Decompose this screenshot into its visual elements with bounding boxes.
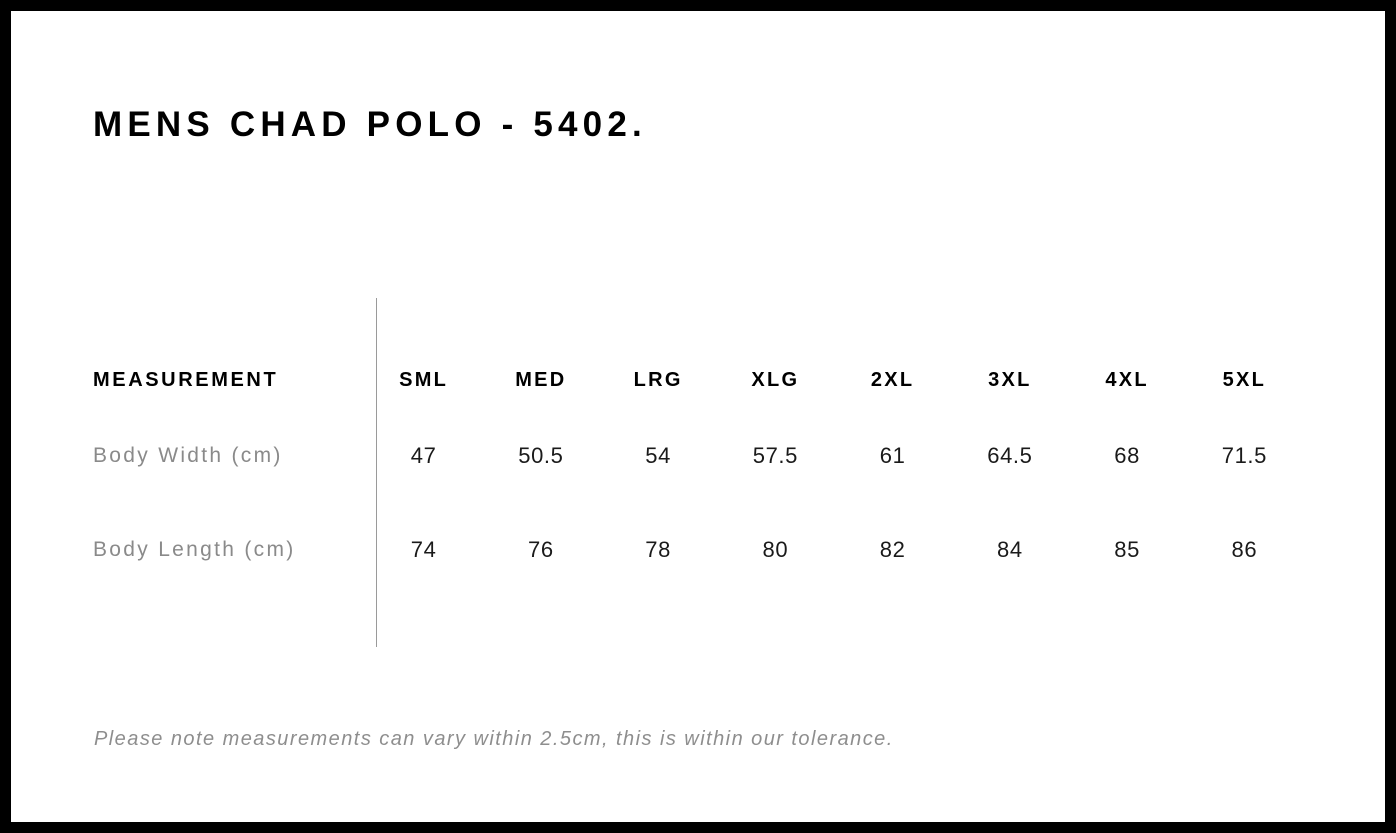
column-header-med: MED bbox=[515, 368, 567, 391]
cell-body-width-med: 50.5 bbox=[518, 443, 564, 468]
row-label-body-length: Body Length (cm) bbox=[93, 538, 296, 561]
column-header-2xl: 2XL bbox=[870, 368, 915, 391]
table-body: Body Width (cm) 47 50.5 54 57.5 61 64.5 … bbox=[93, 409, 1303, 597]
cell-body-width-xlg: 57.5 bbox=[752, 443, 798, 468]
cell-body-width-lrg: 54 bbox=[645, 443, 671, 468]
cell-body-length-sml: 74 bbox=[410, 537, 437, 562]
column-header-xlg: XLG bbox=[751, 368, 800, 391]
table-header-row: MEASUREMENT SML MED LRG XLG 2XL 3XL 4XL … bbox=[93, 351, 1303, 409]
column-header-lrg: LRG bbox=[633, 368, 683, 391]
column-header-4xl: 4XL bbox=[1105, 368, 1149, 391]
column-header-measurement: MEASUREMENT bbox=[93, 368, 279, 391]
column-header-3xl: 3XL bbox=[988, 368, 1032, 391]
cell-body-width-4xl: 68 bbox=[1114, 443, 1140, 468]
table-header: MEASUREMENT SML MED LRG XLG 2XL 3XL 4XL … bbox=[93, 351, 1303, 409]
column-header-5xl: 5XL bbox=[1222, 368, 1267, 391]
cell-body-length-3xl: 84 bbox=[997, 537, 1023, 562]
table-row: Body Width (cm) 47 50.5 54 57.5 61 64.5 … bbox=[93, 409, 1303, 503]
row-label-body-width: Body Width (cm) bbox=[93, 444, 283, 467]
table-row: Body Length (cm) 74 76 78 80 82 84 85 86 bbox=[93, 503, 1303, 597]
cell-body-width-sml: 47 bbox=[410, 443, 437, 468]
table-vertical-divider bbox=[376, 298, 377, 647]
tolerance-note: Please note measurements can vary within… bbox=[94, 728, 894, 750]
cell-body-length-4xl: 85 bbox=[1114, 537, 1140, 562]
cell-body-length-med: 76 bbox=[528, 537, 554, 562]
cell-body-width-5xl: 71.5 bbox=[1221, 443, 1267, 468]
size-chart-content: MENS CHAD POLO - 5402. MEASUREMENT SML M… bbox=[11, 11, 1385, 822]
cell-body-length-xlg: 80 bbox=[762, 537, 789, 562]
cell-body-length-lrg: 78 bbox=[645, 537, 671, 562]
cell-body-width-2xl: 61 bbox=[879, 443, 906, 468]
cell-body-width-3xl: 64.5 bbox=[987, 443, 1033, 468]
column-header-sml: SML bbox=[399, 368, 449, 391]
page-title: MENS CHAD POLO - 5402. bbox=[93, 105, 647, 144]
cell-body-length-5xl: 86 bbox=[1231, 537, 1258, 562]
size-chart-table: MEASUREMENT SML MED LRG XLG 2XL 3XL 4XL … bbox=[93, 351, 1303, 597]
cell-body-length-2xl: 82 bbox=[879, 537, 906, 562]
